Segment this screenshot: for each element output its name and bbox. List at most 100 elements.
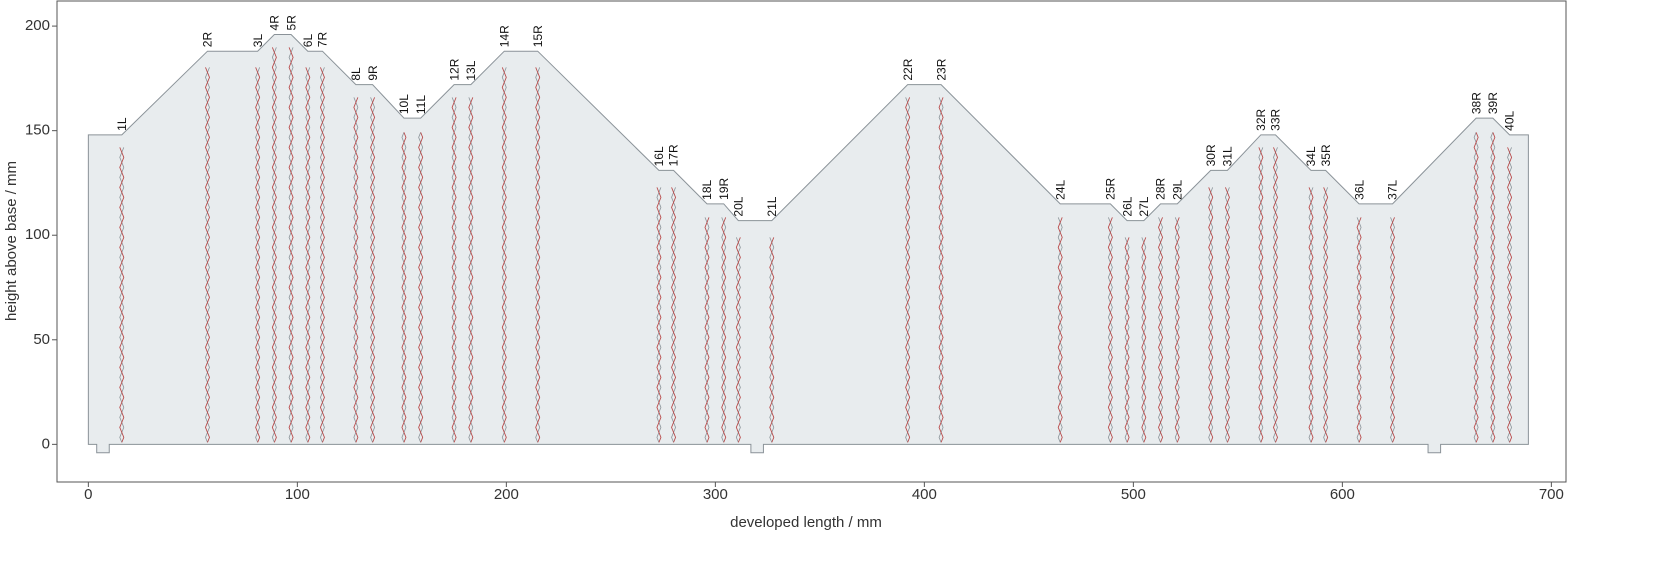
- y-tick-label: 150: [25, 122, 50, 139]
- fold-zigzag: [905, 97, 911, 443]
- fold-zigzag: [320, 67, 325, 443]
- fold-zigzag: [1323, 187, 1329, 443]
- fold-zigzag: [451, 97, 457, 443]
- fold-zigzag: [1473, 132, 1479, 443]
- x-tick-label: 600: [1330, 486, 1355, 503]
- fold-line: [418, 132, 424, 443]
- fold-line: [1174, 217, 1180, 443]
- fold-label: 34L: [1304, 146, 1318, 166]
- fold-label: 26L: [1120, 196, 1134, 216]
- fold-line: [769, 237, 775, 443]
- fold-zigzag: [938, 97, 944, 443]
- fold-line: [501, 67, 507, 443]
- fold-line: [1323, 187, 1329, 443]
- fold-line: [1356, 217, 1362, 443]
- fold-zigzag: [769, 237, 775, 443]
- x-tick-label: 500: [1121, 486, 1146, 503]
- fold-line: [1390, 217, 1396, 443]
- y-tick-label: 50: [33, 331, 50, 348]
- fold-zigzag: [1124, 237, 1130, 443]
- fold-zigzag: [1308, 187, 1314, 443]
- fold-zigzag: [1141, 237, 1147, 443]
- fold-zigzag: [305, 67, 311, 443]
- fold-line: [1490, 132, 1496, 443]
- fold-label: 4R: [268, 15, 282, 31]
- fold-zigzag: [1174, 217, 1180, 443]
- fold-zigzag: [501, 67, 507, 443]
- fold-label: 6L: [301, 34, 315, 48]
- fold-zigzag: [305, 67, 311, 443]
- x-tick-label: 700: [1539, 486, 1564, 503]
- fold-zigzag: [255, 67, 261, 443]
- fold-zigzag: [704, 217, 710, 443]
- fold-zigzag: [656, 187, 662, 443]
- fold-zigzag: [205, 67, 210, 443]
- fold-line: [535, 67, 541, 443]
- fold-zigzag: [721, 217, 727, 443]
- fold-zigzag: [656, 187, 662, 443]
- fold-zigzag: [1057, 217, 1063, 443]
- fold-zigzag: [255, 67, 261, 443]
- fold-zigzag: [1057, 217, 1063, 443]
- fold-label: 7R: [316, 32, 330, 48]
- fold-zigzag: [1507, 147, 1513, 443]
- fold-zigzag: [769, 237, 775, 443]
- fold-line: [1208, 187, 1214, 443]
- fold-label: 9R: [366, 65, 380, 81]
- fold-zigzag: [204, 67, 210, 443]
- fold-zigzag: [1507, 147, 1513, 443]
- fold-label: 21L: [765, 196, 779, 216]
- fold-zigzag: [535, 67, 541, 443]
- fold-zigzag: [418, 132, 424, 443]
- fold-zigzag: [1490, 132, 1496, 443]
- fold-zigzag: [468, 97, 474, 443]
- fold-zigzag: [370, 97, 376, 443]
- fold-zigzag: [938, 97, 944, 443]
- fold-label: 37L: [1386, 180, 1400, 200]
- fold-zigzag: [401, 132, 407, 443]
- fold-zigzag: [1323, 187, 1329, 443]
- fold-line: [288, 47, 294, 443]
- fold-zigzag: [353, 97, 359, 443]
- fold-zigzag: [1224, 187, 1230, 443]
- fold-label: 3L: [251, 34, 265, 48]
- fold-label: 18L: [700, 180, 714, 200]
- fold-label: 38R: [1469, 92, 1483, 114]
- fold-line: [938, 97, 944, 443]
- fold-zigzag: [1258, 147, 1264, 443]
- fold-zigzag: [119, 147, 125, 443]
- fold-zigzag: [1273, 147, 1278, 443]
- fold-zigzag: [1158, 217, 1164, 443]
- fold-zigzag: [704, 217, 710, 443]
- fold-line: [1473, 132, 1479, 443]
- y-tick-label: 100: [25, 226, 50, 243]
- fold-label: 20L: [732, 196, 746, 216]
- fold-label: 40L: [1503, 110, 1517, 130]
- fold-zigzag: [1390, 217, 1396, 443]
- fold-zigzag: [271, 47, 277, 443]
- fold-zigzag: [370, 97, 376, 443]
- fold-label: 36L: [1352, 180, 1366, 200]
- fold-zigzag: [1273, 147, 1278, 443]
- fold-zigzag: [1490, 132, 1496, 443]
- fold-zigzag: [451, 97, 457, 443]
- fold-zigzag: [1174, 217, 1180, 443]
- x-tick-label: 0: [84, 486, 92, 503]
- fold-label: 5R: [284, 15, 298, 31]
- fold-line: [255, 67, 261, 443]
- fold-zigzag: [468, 97, 474, 443]
- fold-zigzag: [288, 47, 294, 443]
- fold-zigzag: [1107, 217, 1113, 443]
- fold-zigzag: [905, 97, 911, 443]
- fold-zigzag: [1208, 187, 1214, 443]
- fold-label: 12R: [447, 58, 461, 80]
- fold-line: [671, 187, 677, 443]
- fold-line: [119, 147, 125, 443]
- fold-line: [1273, 147, 1278, 443]
- fold-line: [1224, 187, 1230, 443]
- fold-label: 16L: [652, 146, 666, 166]
- fold-label: 8L: [349, 67, 363, 81]
- fold-line: [1158, 217, 1164, 443]
- fold-line: [1057, 217, 1063, 443]
